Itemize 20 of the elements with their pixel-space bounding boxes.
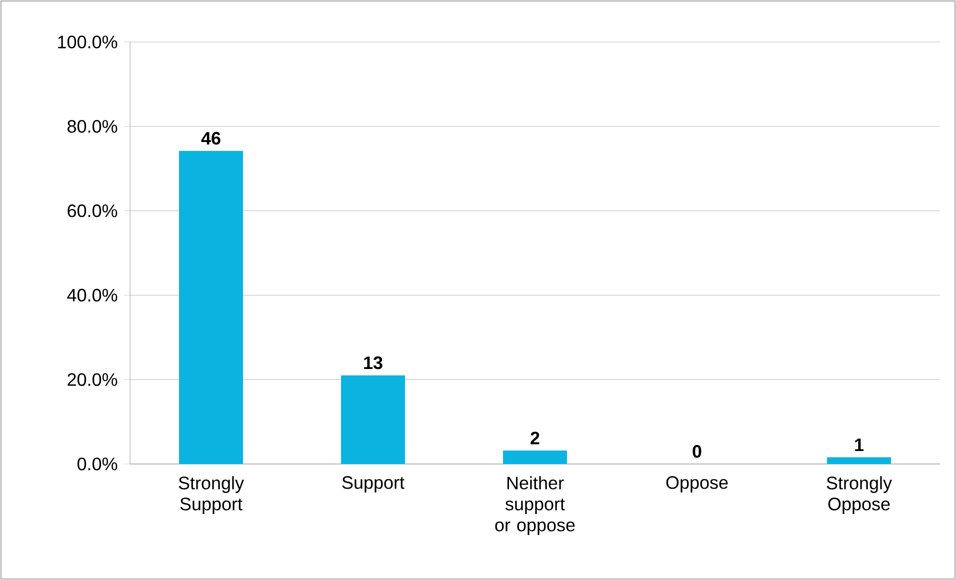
- annotation: 46: [201, 132, 220, 145]
- annotation: 2: [530, 432, 540, 444]
- y-tick-label: 0.0%: [77, 458, 118, 470]
- bar: [341, 375, 406, 464]
- y-tick-label: 60.0%: [68, 204, 118, 218]
- y-tick-label: 80.0%: [68, 120, 118, 133]
- annotation: 13: [364, 356, 382, 370]
- y-tick-label: 20.0%: [68, 373, 118, 386]
- x-tick-label: Strongly Oppose: [826, 476, 892, 514]
- x-tick-label: Oppose: [666, 476, 728, 492]
- y-tick-label: 100.0%: [58, 36, 118, 48]
- annotation: 1: [855, 438, 864, 452]
- y-tick-label: 40.0%: [67, 288, 118, 302]
- annotation: 0: [692, 445, 702, 458]
- x-tick-label: Support: [342, 476, 404, 492]
- x-tick-label: Neither support or oppose: [495, 476, 575, 535]
- bar: [827, 457, 891, 464]
- bar: [503, 450, 567, 464]
- x-tick-label: Strongly Support: [178, 476, 244, 514]
- bar: [179, 150, 244, 464]
